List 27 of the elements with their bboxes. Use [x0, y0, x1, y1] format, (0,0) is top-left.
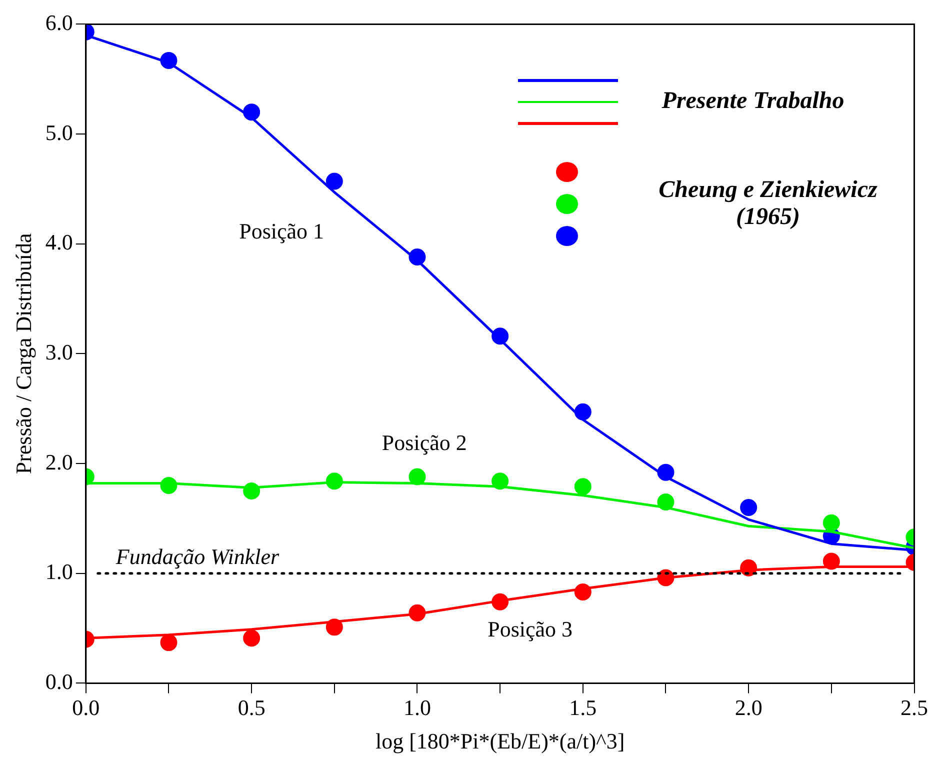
x-tick-label: 2.5 — [900, 695, 928, 720]
x-tick-label: 2.0 — [734, 695, 762, 720]
y-tick-label: 5.0 — [45, 120, 73, 145]
x-tick-label: 0.0 — [72, 695, 100, 720]
x-tick-label: 1.0 — [403, 695, 431, 720]
point — [160, 634, 178, 652]
y-tick-label: 1.0 — [45, 559, 73, 584]
annotation: Posição 2 — [382, 430, 467, 455]
point — [243, 630, 260, 647]
y-axis-title: Pressão / Carga Distribuída — [10, 232, 36, 474]
x-tick-label: 0.5 — [238, 695, 266, 720]
annotation: Presente Trabalho — [660, 88, 846, 116]
annotation: Cheung e Zienkiewicz (1965) — [658, 176, 878, 230]
y-tick-label: 6.0 — [45, 10, 73, 35]
y-tick-label: 2.0 — [45, 449, 73, 474]
point — [740, 498, 758, 516]
annotation: Posição 3 — [488, 616, 573, 642]
x-axis-title: log [180*Pi*(Eb/E)*(a/t)^3] — [375, 728, 625, 754]
y-tick-label: 4.0 — [45, 230, 73, 255]
point — [326, 172, 343, 190]
annotation: Posição 1 — [239, 218, 324, 244]
point — [822, 514, 840, 532]
y-tick-label: 0.0 — [45, 668, 73, 694]
x-tick-label: 1.5 — [569, 695, 597, 720]
point — [574, 478, 592, 496]
y-tick-label: 3.0 — [45, 339, 73, 364]
ref-line-label: Fundação Winkler — [114, 544, 280, 570]
